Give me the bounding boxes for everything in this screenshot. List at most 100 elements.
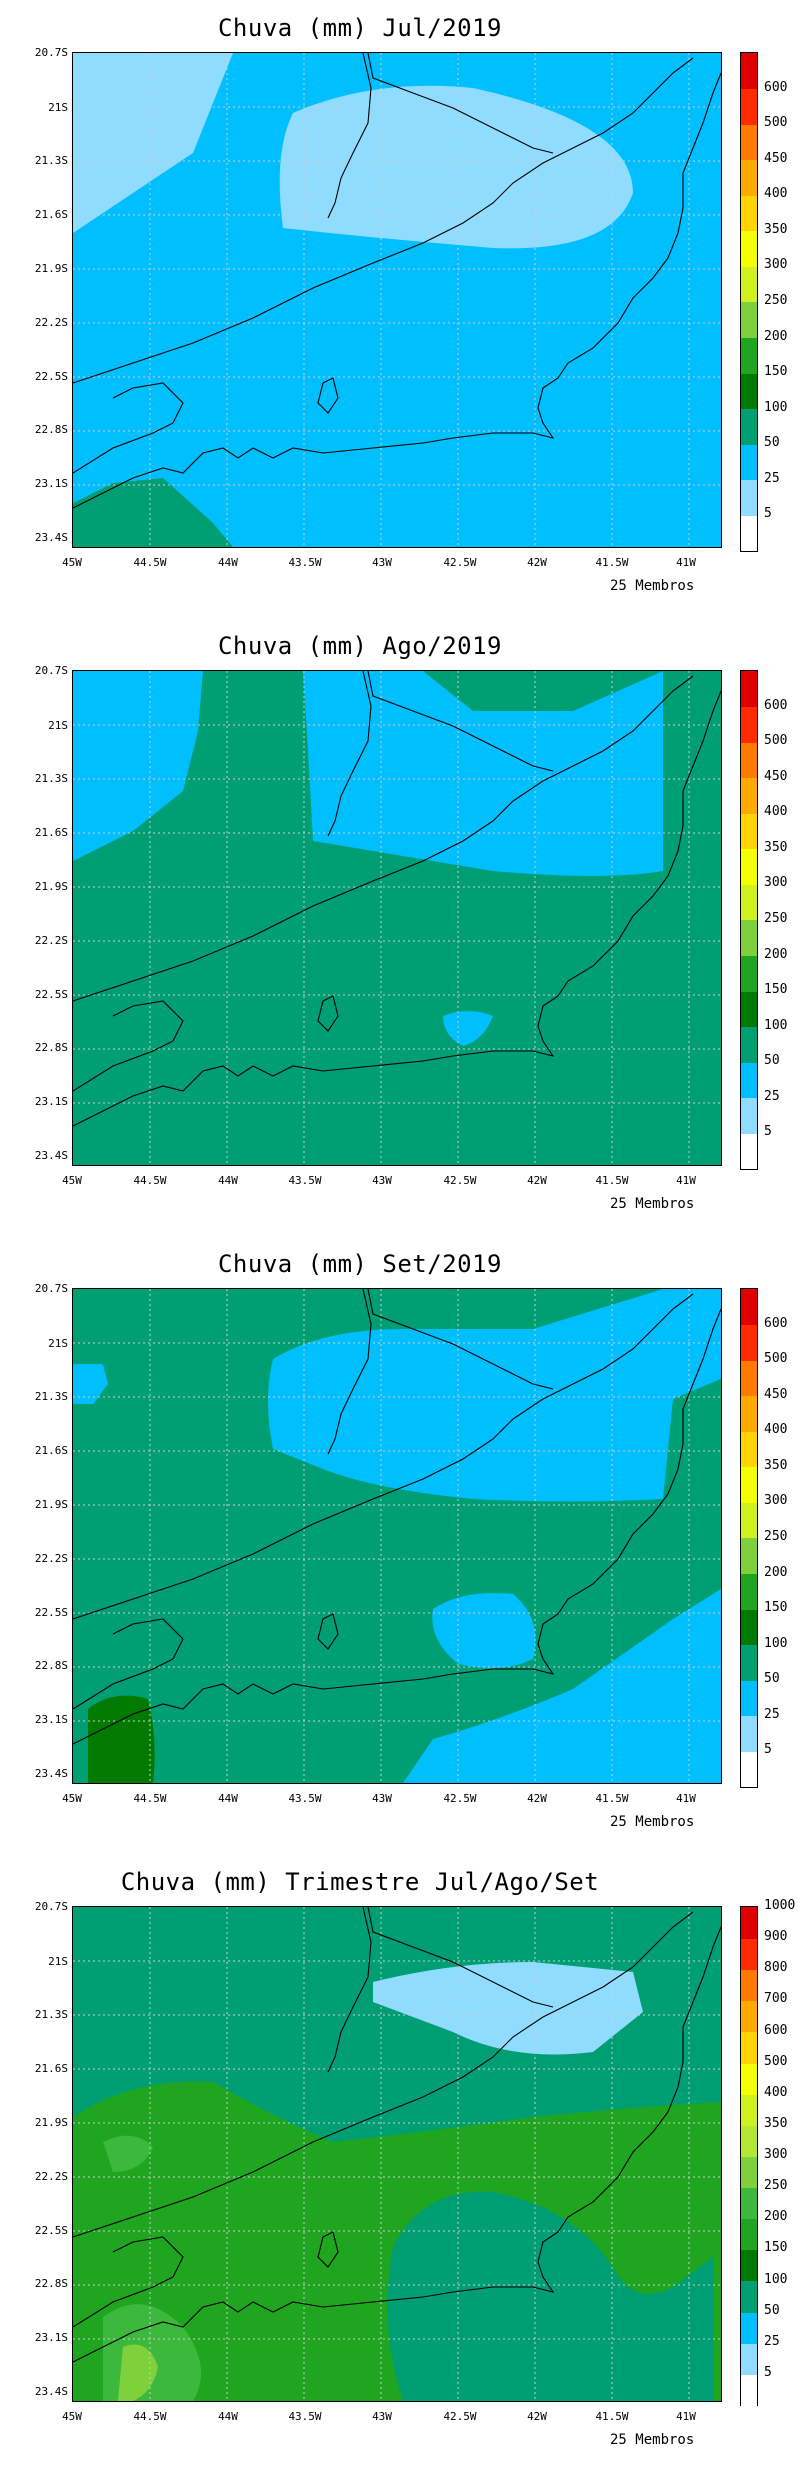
lat-label: 22.8S bbox=[34, 1041, 68, 1054]
lat-label: 20.7S bbox=[34, 1282, 68, 1295]
members-label: 25 Membros bbox=[610, 2432, 695, 2448]
lat-label: 22.5S bbox=[34, 1606, 68, 1619]
lat-label: 21.9S bbox=[34, 880, 68, 893]
lon-label: 44W bbox=[218, 556, 238, 569]
colorbar-swatch bbox=[741, 1751, 757, 1788]
colorbar-label: 100 bbox=[764, 1635, 788, 1651]
boundary-line bbox=[327, 671, 372, 837]
colorbar-swatch bbox=[741, 2031, 757, 2064]
colorbar-swatch bbox=[741, 195, 757, 232]
boundary-line bbox=[73, 675, 694, 1002]
colorbar-label: 500 bbox=[764, 2053, 788, 2069]
boundary-line bbox=[367, 1907, 554, 2008]
field-patch bbox=[279, 85, 633, 249]
colorbar-swatch bbox=[741, 1538, 757, 1574]
lon-label: 41W bbox=[676, 1174, 696, 1187]
lat-label: 23.4S bbox=[34, 531, 68, 544]
lon-label: 42.5W bbox=[443, 2410, 477, 2423]
colorbar-swatch bbox=[741, 444, 757, 481]
lat-label: 21.3S bbox=[34, 1390, 68, 1403]
panel-title: Chuva (mm) Jul/2019 bbox=[217, 14, 503, 42]
boundary-line bbox=[73, 382, 184, 474]
field-patch bbox=[268, 1289, 721, 1502]
colorbar bbox=[740, 1288, 758, 1788]
lon-label: 44.5W bbox=[133, 1792, 167, 1805]
boundary-line bbox=[73, 1911, 694, 2238]
lat-label: 23.1S bbox=[34, 2331, 68, 2344]
colorbar-swatch bbox=[741, 671, 757, 707]
colorbar-swatch bbox=[741, 2062, 757, 2095]
colorbar-label: 5 bbox=[764, 1124, 772, 1140]
lon-label: 42W bbox=[527, 1174, 547, 1187]
colorbar-swatch bbox=[741, 813, 757, 850]
colorbar-swatch bbox=[741, 2124, 757, 2157]
colorbar bbox=[740, 52, 758, 552]
lon-label: 45W bbox=[62, 2410, 82, 2423]
lon-label: 41.5W bbox=[595, 556, 629, 569]
lon-label: 44W bbox=[218, 2410, 238, 2423]
colorbar-swatch bbox=[741, 1026, 757, 1063]
colorbar-swatch bbox=[741, 1715, 757, 1752]
lat-label: 23.4S bbox=[34, 1767, 68, 1780]
colorbar-swatch bbox=[741, 266, 757, 303]
lon-label: 43.5W bbox=[288, 556, 322, 569]
members-label: 25 Membros bbox=[610, 1196, 695, 1212]
colorbar-swatch bbox=[741, 408, 757, 445]
colorbar-swatch bbox=[741, 302, 757, 338]
lat-label: 22.2S bbox=[34, 1552, 68, 1565]
colorbar-swatch bbox=[741, 2342, 757, 2375]
colorbar-label: 450 bbox=[764, 1386, 788, 1402]
field-patch bbox=[118, 2344, 158, 2401]
colorbar-swatch bbox=[741, 1466, 757, 1503]
colorbar-label: 25 bbox=[764, 470, 780, 486]
colorbar-label: 350 bbox=[764, 221, 788, 237]
colorbar-label: 250 bbox=[764, 293, 788, 308]
map-panel-set: Chuva (mm) Set/2019 20.7S 21S 21.3S 21.6… bbox=[0, 1236, 800, 1846]
lat-label: 22.2S bbox=[34, 316, 68, 329]
field-patch bbox=[73, 53, 233, 233]
colorbar-swatch bbox=[741, 1502, 757, 1539]
precip-map bbox=[72, 670, 722, 1166]
colorbar-label: 150 bbox=[764, 2240, 788, 2256]
colorbar-label: 300 bbox=[764, 257, 788, 273]
members-label: 25 Membros bbox=[610, 578, 695, 594]
lat-label: 22.5S bbox=[34, 370, 68, 383]
colorbar-label: 100 bbox=[764, 399, 788, 415]
lon-label: 42W bbox=[527, 2410, 547, 2423]
lat-label: 21.6S bbox=[34, 826, 68, 839]
colorbar-swatch bbox=[741, 479, 757, 516]
field-patch bbox=[387, 2191, 713, 2401]
field-patch bbox=[103, 2135, 153, 2172]
colorbar-label: 200 bbox=[764, 328, 788, 344]
field-patch bbox=[73, 478, 233, 547]
lon-label: 45W bbox=[62, 1792, 82, 1805]
colorbar-label: 300 bbox=[764, 875, 788, 891]
map-panel-jul: Chuva (mm) Jul/2019 20.7S 21S 21.3S 21.6… bbox=[0, 0, 800, 610]
lon-label: 44.5W bbox=[133, 556, 167, 569]
field-patch bbox=[73, 671, 203, 861]
lat-label: 23.1S bbox=[34, 1713, 68, 1726]
colorbar-label: 900 bbox=[764, 1929, 788, 1945]
colorbar-label: 50 bbox=[764, 2302, 780, 2318]
colorbar-swatch bbox=[741, 373, 757, 410]
lat-label: 23.1S bbox=[34, 477, 68, 490]
colorbar-label: 400 bbox=[764, 2084, 788, 2100]
lon-label: 43.5W bbox=[288, 1174, 322, 1187]
boundary-line bbox=[73, 690, 721, 1127]
lat-label: 21.3S bbox=[34, 154, 68, 167]
lon-label: 45W bbox=[62, 1174, 82, 1187]
colorbar-label: 300 bbox=[764, 1493, 788, 1509]
panel-title: Chuva (mm) Ago/2019 bbox=[217, 632, 503, 660]
lat-label: 21.3S bbox=[34, 772, 68, 785]
lat-label: 22.2S bbox=[34, 2170, 68, 2183]
lat-label: 21S bbox=[48, 101, 68, 114]
precip-map bbox=[72, 1288, 722, 1784]
lat-label: 21.9S bbox=[34, 262, 68, 275]
boundary-line bbox=[317, 377, 339, 414]
lat-label: 22.5S bbox=[34, 2224, 68, 2237]
colorbar-swatch bbox=[741, 1431, 757, 1468]
colorbar-label: 150 bbox=[764, 1600, 788, 1616]
colorbar-swatch bbox=[741, 88, 757, 125]
colorbar-swatch bbox=[741, 1062, 757, 1099]
lat-label: 20.7S bbox=[34, 46, 68, 59]
